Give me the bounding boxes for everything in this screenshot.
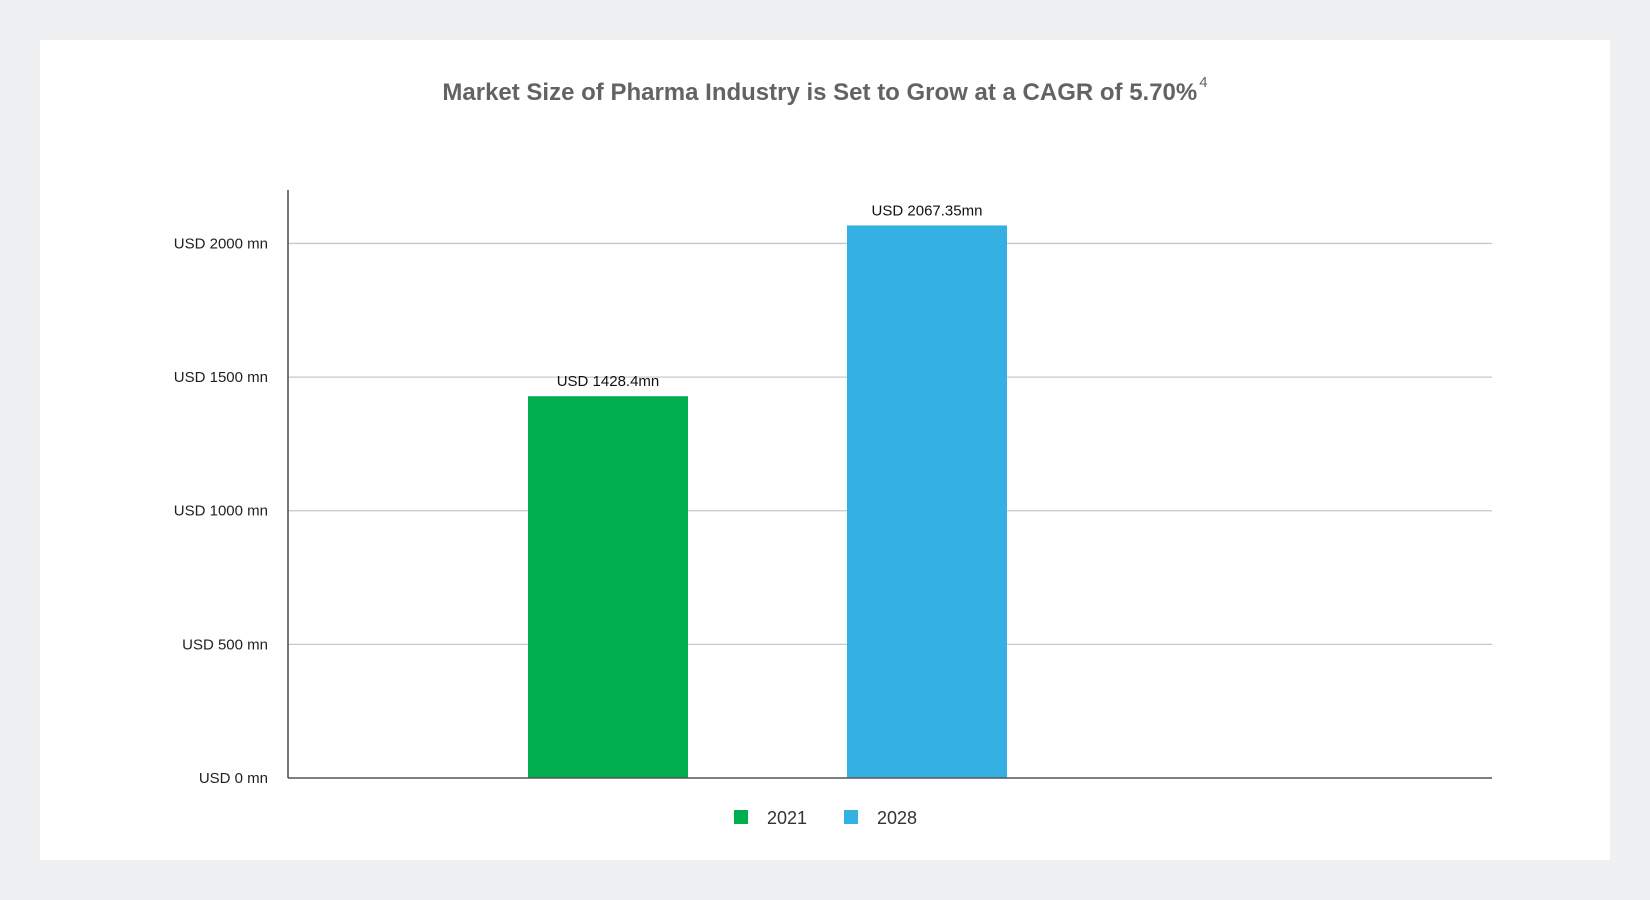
legend-label-2021: 2021 (767, 808, 807, 828)
y-tick-label: USD 1000 mn (174, 503, 268, 520)
chart-card (40, 40, 1610, 860)
legend-swatch-2021 (734, 810, 748, 824)
legend-label-2028: 2028 (877, 808, 917, 828)
y-tick-label: USD 1500 mn (174, 369, 268, 386)
bar-2028 (847, 225, 1007, 778)
y-tick-label: USD 0 mn (199, 770, 268, 787)
chart-title-superscript: 4 (1199, 74, 1208, 91)
chart-title-text: Market Size of Pharma Industry is Set to… (442, 79, 1198, 106)
y-tick-label: USD 500 mn (182, 636, 268, 653)
legend-swatch-2028 (844, 810, 858, 824)
bar-2021 (528, 396, 688, 778)
y-tick-label: USD 2000 mn (174, 235, 268, 252)
data-label: USD 2067.35mn (872, 202, 983, 219)
chart-title: Market Size of Pharma Industry is Set to… (0, 74, 1650, 107)
data-label: USD 1428.4mn (557, 373, 660, 390)
